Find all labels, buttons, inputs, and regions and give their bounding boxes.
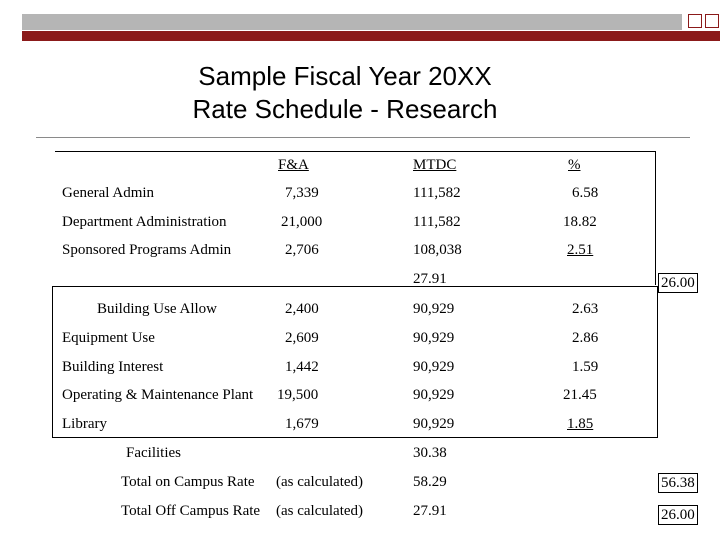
row-pct-operating-maintenance-plant: 21.45	[563, 387, 597, 403]
admin-section-frame	[55, 151, 656, 285]
header-mtdc: MTDC	[413, 157, 457, 173]
row-mtdc-building-use-allow: 90,929	[413, 301, 455, 317]
row-mtdc-department-administration: 111,582	[413, 214, 461, 230]
row-mtdc-general-admin: 111,582	[413, 185, 461, 201]
admin-subtotal-value: 27.91	[413, 271, 447, 287]
row-pct-department-administration: 18.82	[563, 214, 597, 230]
admin-capped-rate: 26.00	[658, 273, 698, 293]
row-label-sponsored-programs-admin: Sponsored Programs Admin	[62, 242, 232, 258]
total-off-campus-value: 27.91	[413, 503, 447, 519]
row-pct-general-admin: 6.58	[572, 185, 599, 201]
total-on-campus-label: Total on Campus Rate	[121, 474, 255, 490]
row-fa-general-admin: 7,339	[285, 185, 319, 201]
row-mtdc-operating-maintenance-plant: 90,929	[413, 387, 455, 403]
row-mtdc-building-interest: 90,929	[413, 359, 455, 375]
row-pct-equipment-use: 2.86	[572, 330, 599, 346]
row-fa-library: 1,679	[285, 416, 319, 432]
total-off-campus-note: (as calculated)	[276, 503, 364, 519]
row-label-building-use-allow: Building Use Allow	[97, 301, 218, 317]
title-divider	[36, 137, 690, 138]
title-bar-red-stripe	[22, 31, 720, 41]
row-fa-building-interest: 1,442	[285, 359, 319, 375]
row-label-department-administration: Department Administration	[62, 214, 227, 230]
page-title-line1: Sample Fiscal Year 20XX	[198, 61, 492, 91]
total-on-campus-capped-rate: 56.38	[658, 473, 698, 493]
row-pct-building-use-allow: 2.63	[572, 301, 599, 317]
row-mtdc-sponsored-programs-admin: 108,038	[413, 242, 462, 258]
row-fa-equipment-use: 2,609	[285, 330, 319, 346]
title-bar-grey-stripe	[22, 14, 682, 30]
decorative-square-icon	[688, 14, 702, 28]
row-label-library: Library	[62, 416, 107, 432]
facilities-section-frame	[52, 286, 658, 438]
row-label-operating-maintenance-plant: Operating & Maintenance Plant	[62, 387, 254, 403]
header-pct: %	[568, 157, 581, 173]
row-label-building-interest: Building Interest	[62, 359, 164, 375]
header-fa: F&A	[278, 157, 309, 173]
row-fa-sponsored-programs-admin: 2,706	[285, 242, 319, 258]
total-off-campus-label: Total Off Campus Rate	[121, 503, 261, 519]
total-on-campus-note: (as calculated)	[276, 474, 364, 490]
row-mtdc-library: 90,929	[413, 416, 455, 432]
row-fa-operating-maintenance-plant: 19,500	[277, 387, 319, 403]
row-label-general-admin: General Admin	[62, 185, 155, 201]
row-label-equipment-use: Equipment Use	[62, 330, 155, 346]
row-pct-building-interest: 1.59	[572, 359, 599, 375]
facilities-label: Facilities	[126, 445, 181, 461]
row-fa-building-use-allow: 2,400	[285, 301, 319, 317]
row-pct-sponsored-programs-admin: 2.51	[567, 242, 594, 258]
row-pct-library: 1.85	[567, 416, 594, 432]
row-mtdc-equipment-use: 90,929	[413, 330, 455, 346]
facilities-subtotal-value: 30.38	[413, 445, 447, 461]
page-title-line2: Rate Schedule - Research	[192, 94, 498, 124]
decorative-square-icon	[705, 14, 719, 28]
total-on-campus-value: 58.29	[413, 474, 447, 490]
total-off-campus-capped-rate: 26.00	[658, 505, 698, 525]
row-fa-department-administration: 21,000	[281, 214, 323, 230]
